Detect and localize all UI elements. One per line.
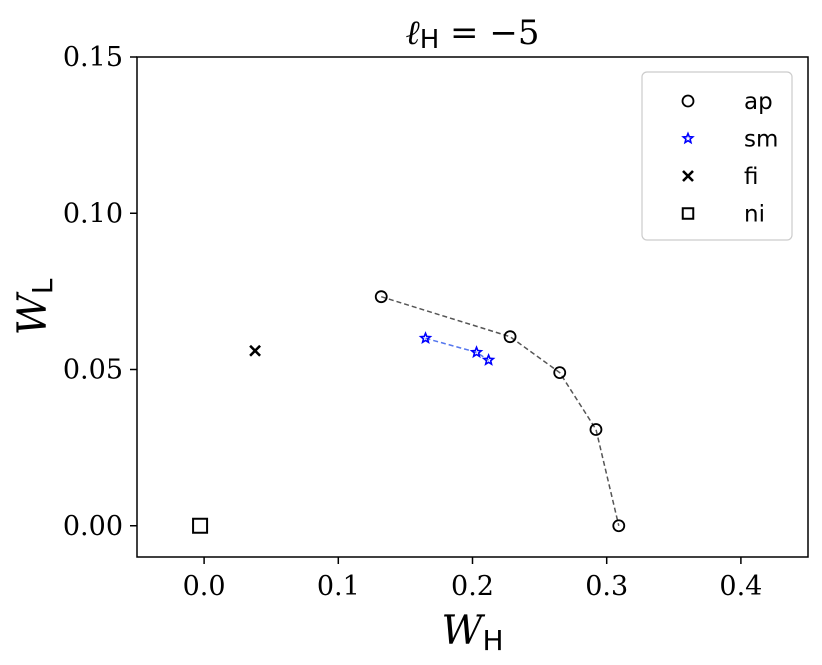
x-axis-symbol: W xyxy=(441,608,485,654)
y-tick-label: 0.10 xyxy=(63,198,123,229)
legend-marker-ap xyxy=(681,94,695,108)
point-ni xyxy=(192,517,209,534)
legend-marker-fi-stroke xyxy=(682,170,694,182)
y-axis-subscript: L xyxy=(26,278,59,294)
legend-marker-sm xyxy=(681,131,695,145)
series-fi xyxy=(249,344,262,357)
series-sm-line xyxy=(425,337,490,361)
legend-entry-fi: fi xyxy=(682,164,759,190)
point-ap xyxy=(374,290,388,304)
point-ap xyxy=(503,330,517,344)
x-tick-label: 0.1 xyxy=(317,571,360,602)
y-axis-symbol: W xyxy=(10,291,56,335)
x-tick-label: 0.0 xyxy=(183,571,226,602)
point-fi-stroke xyxy=(249,344,262,357)
y-axis-label-text: WL xyxy=(10,278,59,335)
legend-marker-fi xyxy=(682,170,694,182)
legend-box xyxy=(641,71,793,241)
point-ap xyxy=(612,519,626,533)
x-tick-label: 0.3 xyxy=(585,571,628,602)
y-tick-label: 0.15 xyxy=(63,42,123,73)
x-axis-label: WH xyxy=(441,608,503,657)
legend-label-ni: ni xyxy=(744,202,765,228)
x-axis-label-text: WH xyxy=(441,608,503,657)
x-tick-label: 0.2 xyxy=(451,571,494,602)
chart-title: ℓH = −5 xyxy=(406,13,540,55)
legend-label-fi: fi xyxy=(744,164,759,190)
series-ap xyxy=(374,290,626,533)
point-sm xyxy=(418,331,433,345)
title-subscript: H xyxy=(420,25,440,55)
point-ap xyxy=(589,423,603,436)
point-sm xyxy=(481,352,496,366)
x-tick-label: 0.4 xyxy=(719,571,762,602)
point-ap xyxy=(553,366,567,380)
legend-entry-ni: ni xyxy=(681,202,765,228)
point-fi xyxy=(249,344,262,357)
legend-marker-ni xyxy=(681,207,695,220)
x-axis: 0.0 0.1 0.2 0.3 0.4 xyxy=(183,557,762,602)
title-value: = −5 xyxy=(439,13,539,53)
series-sm xyxy=(418,331,496,366)
series-ap-line xyxy=(380,295,620,526)
legend-label-ap: ap xyxy=(744,89,773,115)
x-axis-subscript: H xyxy=(483,624,504,657)
chart-title-text: ℓH = −5 xyxy=(406,13,540,55)
point-sm xyxy=(469,345,484,359)
title-symbol: ℓ xyxy=(406,13,420,53)
legend-entry-ap: ap xyxy=(681,89,773,115)
series-layer xyxy=(192,290,626,534)
y-axis-label: WL xyxy=(10,278,59,335)
legend-entry-sm: sm xyxy=(681,127,778,153)
legend-label-sm: sm xyxy=(744,127,778,153)
y-tick-label: 0.00 xyxy=(63,511,123,542)
legend: ap sm fi ni xyxy=(641,71,793,241)
series-ni xyxy=(192,517,209,534)
y-tick-label: 0.05 xyxy=(63,355,123,386)
y-axis: 0.00 0.05 0.10 0.15 xyxy=(63,42,137,542)
